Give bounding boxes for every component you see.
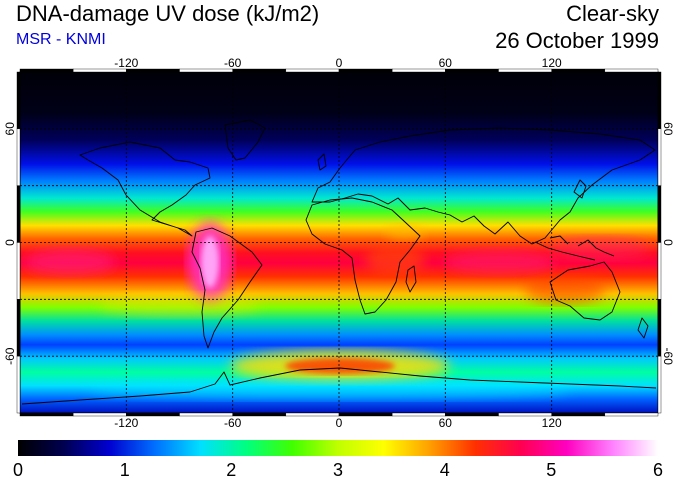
colorbar xyxy=(18,440,658,456)
graticule xyxy=(20,72,658,413)
map-title: DNA-damage UV dose (kJ/m2) xyxy=(16,1,320,26)
lon-label-bottom-e120: 120 xyxy=(542,416,562,430)
border-segment-bottom xyxy=(391,412,446,417)
lon-label-bottom-w60: -60 xyxy=(224,416,242,430)
coastlines xyxy=(21,119,657,405)
border-segment-right xyxy=(657,355,662,414)
source-label: MSR - KNMI xyxy=(16,31,106,48)
border-segment-top xyxy=(604,68,659,73)
border-segment-top xyxy=(338,68,393,73)
degree-border-scale xyxy=(16,68,662,417)
border-segment-left xyxy=(16,71,21,130)
lon-label-bottom-w120: -120 xyxy=(114,416,138,430)
sky-condition-label: Clear-sky xyxy=(566,1,659,26)
date-label: 26 October 1999 xyxy=(495,28,659,53)
border-segment-right xyxy=(657,185,662,243)
colorbar-tick-label: 2 xyxy=(226,460,236,480)
antarctica-coast xyxy=(21,367,657,405)
lat-label-left-n60: 60 xyxy=(3,122,17,136)
border-segment-right xyxy=(657,71,662,130)
border-segment-top xyxy=(445,68,499,73)
border-segment-right xyxy=(657,299,662,357)
colorbar-tick-label: 1 xyxy=(120,460,130,480)
border-segment-right xyxy=(657,128,662,186)
europe-asia-coast xyxy=(311,127,656,245)
colorbar-tick-label: 3 xyxy=(333,460,343,480)
border-segment-left xyxy=(16,355,21,414)
lat-label-left-0: 0 xyxy=(3,239,17,246)
australia-coast xyxy=(549,261,621,321)
lon-label-bottom-e60: 60 xyxy=(439,416,453,430)
south-america-coast xyxy=(191,227,263,349)
north-america-coast xyxy=(79,141,211,237)
africa-coast xyxy=(305,197,421,315)
uk-coast xyxy=(317,153,327,171)
madagascar-coast xyxy=(405,265,417,293)
colorbar-tick-label: 6 xyxy=(653,460,663,480)
border-segment-left xyxy=(16,185,21,243)
colorbar-tick-label: 0 xyxy=(13,460,23,480)
border-segment-top xyxy=(285,68,340,73)
indonesia-coast xyxy=(534,235,615,261)
greenland-coast xyxy=(224,119,266,161)
border-segment-bottom xyxy=(19,412,74,417)
border-segment-left xyxy=(16,299,21,357)
lat-label-left-s60: -60 xyxy=(3,347,17,365)
border-segment-top xyxy=(391,68,446,73)
colorbar-tick-label: 4 xyxy=(440,460,450,480)
border-segment-top xyxy=(19,68,74,73)
lon-label-top-w120: -120 xyxy=(114,56,138,70)
new-zealand-coast xyxy=(637,317,649,339)
border-segment-bottom xyxy=(338,412,393,417)
lat-label-right-0: 0 xyxy=(661,239,675,246)
lat-label-right-n60: 60 xyxy=(661,122,675,136)
colorbar-tick-label: 5 xyxy=(546,460,556,480)
border-segment-left xyxy=(16,242,21,300)
colorbar-ticks: 0 1 2 3 4 5 6 xyxy=(13,460,663,480)
lat-label-right-s60: -60 xyxy=(661,348,675,366)
lon-label-top-w60: -60 xyxy=(224,56,242,70)
border-segment-bottom xyxy=(604,412,659,417)
border-segment-bottom xyxy=(445,412,499,417)
border-segment-left xyxy=(16,128,21,186)
lon-label-top-e60: 60 xyxy=(439,56,453,70)
border-segment-right xyxy=(657,242,662,300)
lon-label-bottom-0: 0 xyxy=(336,416,343,430)
border-segment-bottom xyxy=(285,412,340,417)
lon-label-top-e120: 120 xyxy=(542,56,562,70)
lon-label-top-0: 0 xyxy=(336,56,343,70)
